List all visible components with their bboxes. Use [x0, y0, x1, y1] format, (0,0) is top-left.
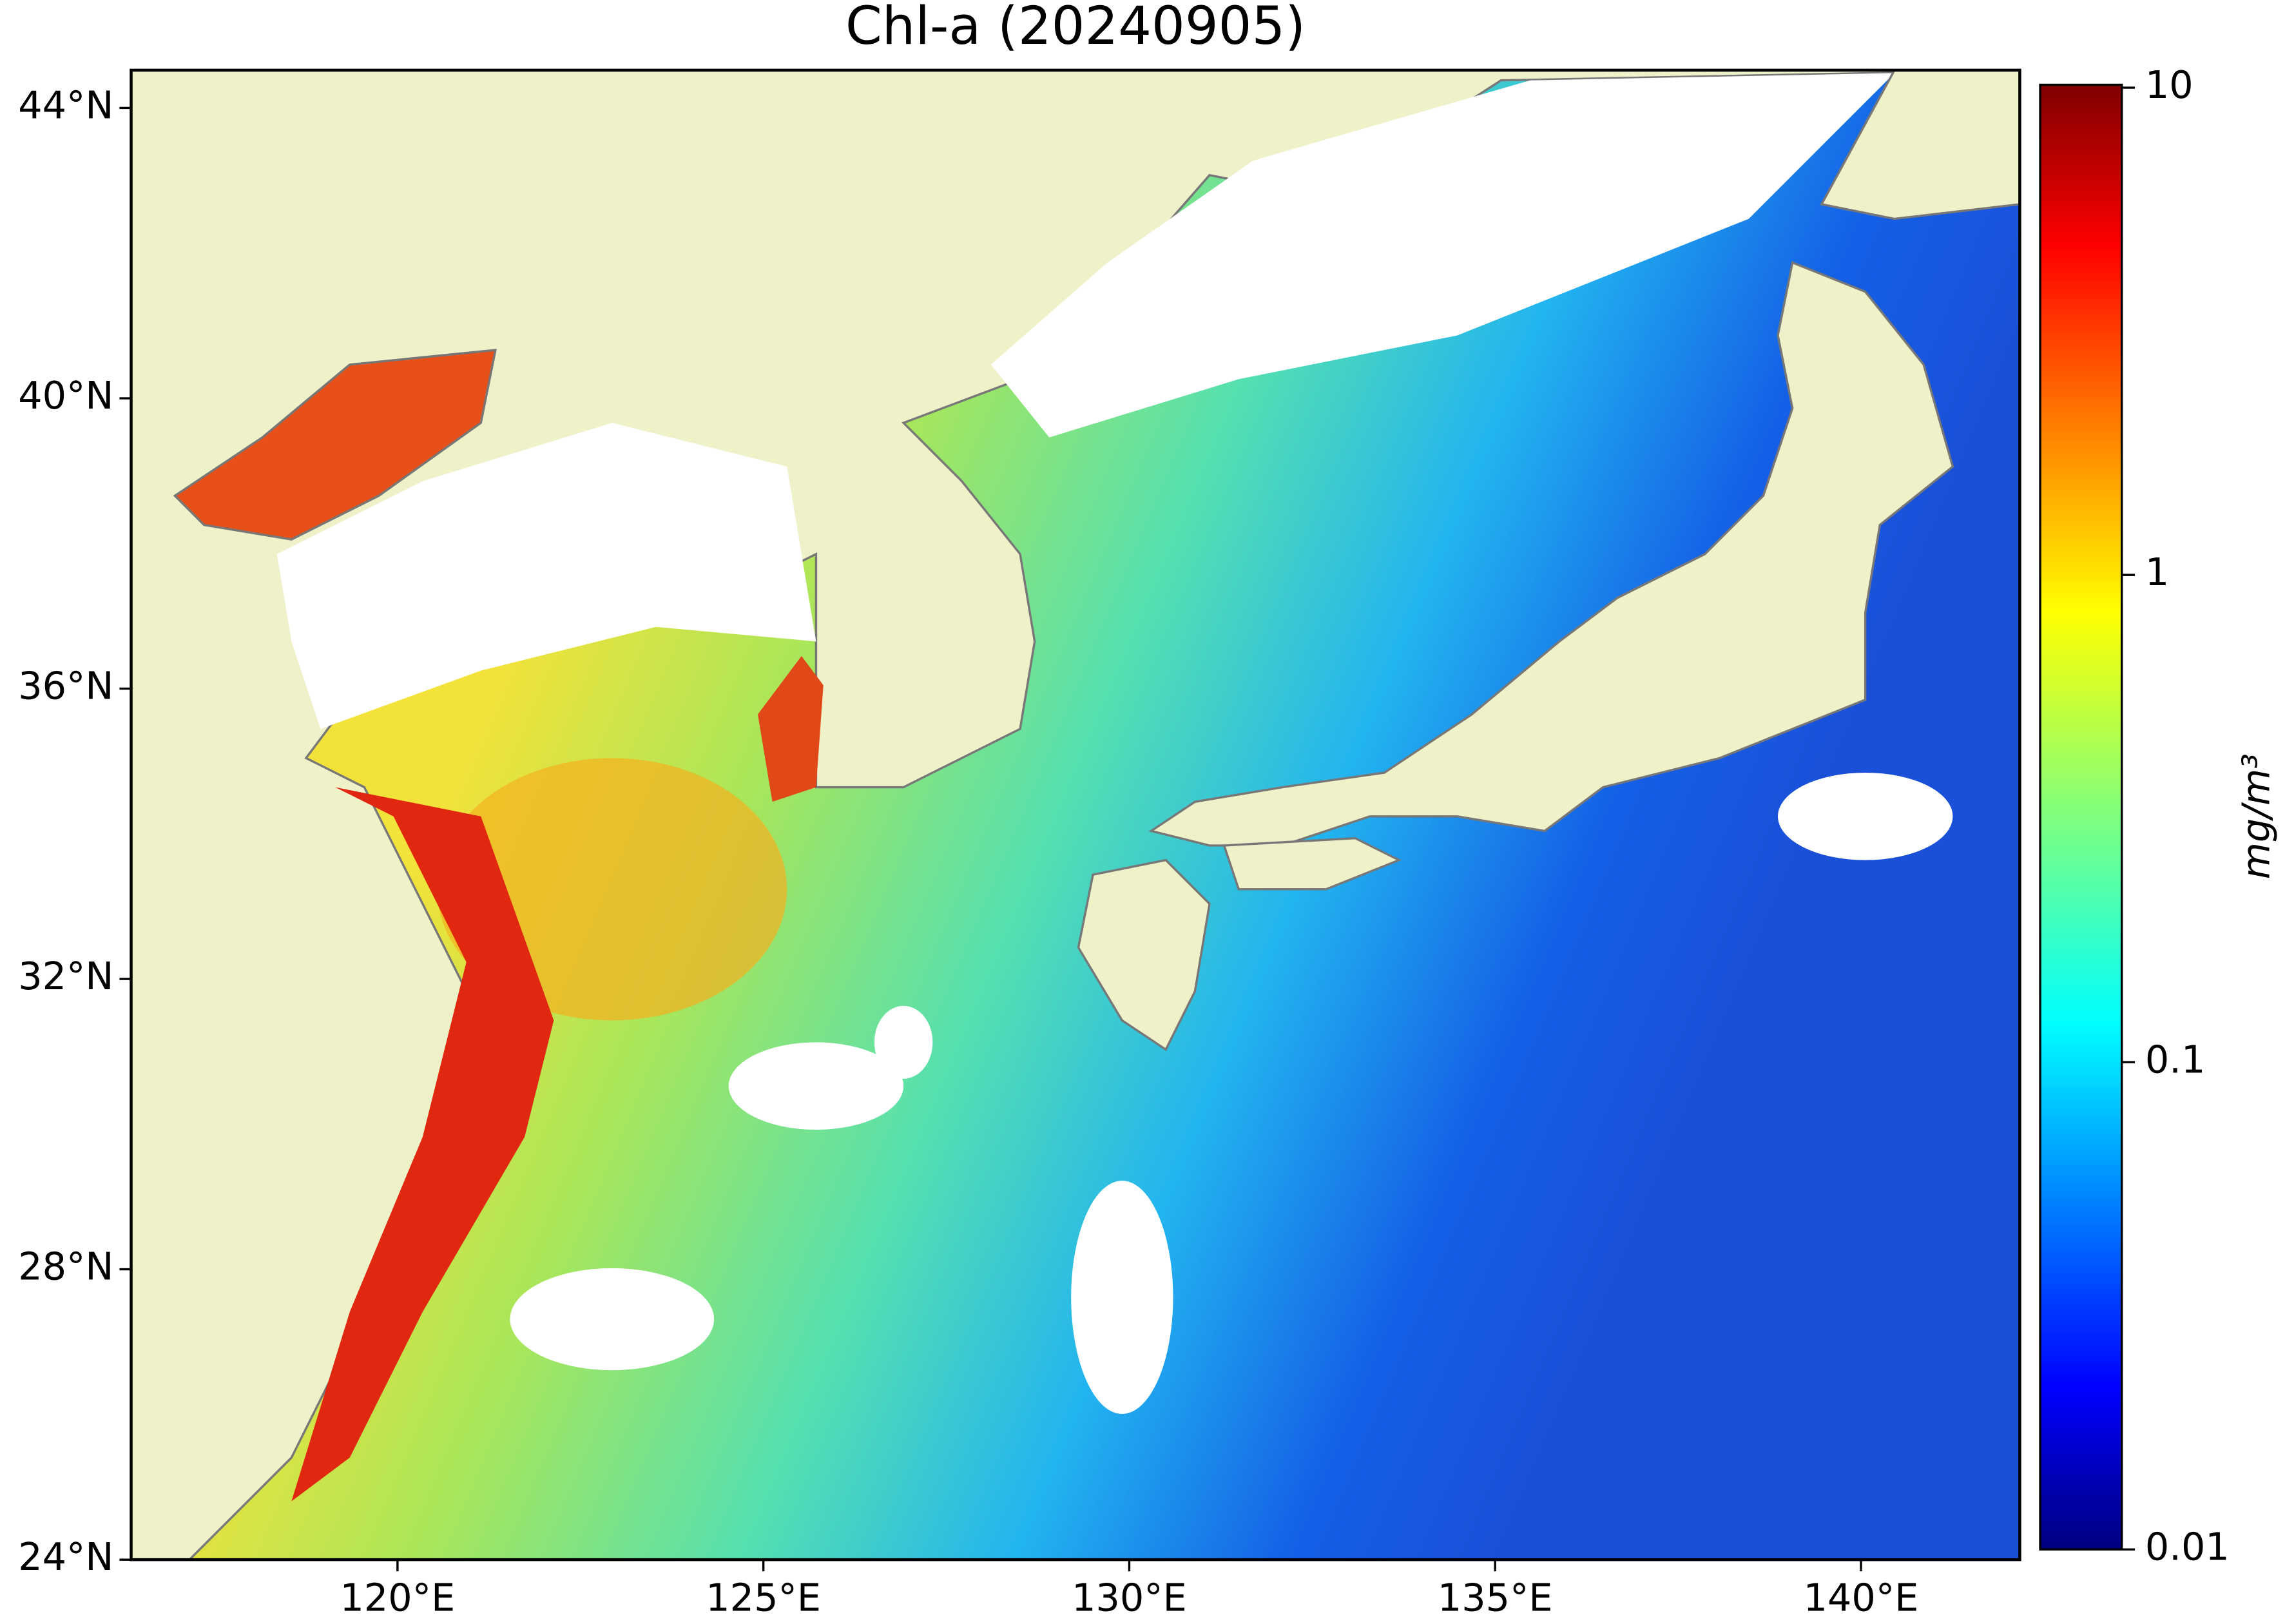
map-frame: [130, 68, 2021, 1561]
x-tick-label: 130°E: [1072, 1576, 1187, 1620]
cloud: [728, 1042, 904, 1130]
colorbar-tick-label: 0.01: [2145, 1524, 2230, 1569]
kyushu: [1077, 858, 1211, 1052]
map-imagery: [131, 70, 2020, 1560]
y-tick-label: 44°N: [18, 83, 113, 128]
y-tick-label: 36°N: [18, 664, 113, 708]
hokkaido: [1820, 70, 2020, 220]
colorbar-label: mg/m³: [2233, 753, 2278, 879]
y-tick-label: 24°N: [18, 1534, 113, 1579]
x-tick-label: 125°E: [706, 1576, 821, 1620]
cloud: [874, 1005, 933, 1079]
bohai-sea: [173, 349, 497, 541]
map-title: Chl-a (20240905): [845, 0, 1306, 57]
x-tick-label: 120°E: [340, 1576, 456, 1620]
colorbar-tick-label: 0.1: [2145, 1037, 2205, 1081]
x-tick-label: 140°E: [1804, 1576, 1919, 1620]
y-tick-label: 32°N: [18, 954, 113, 998]
x-tick-label: 135°E: [1438, 1576, 1553, 1620]
colorbar: [2039, 83, 2123, 1551]
bloom: [757, 656, 824, 802]
cloud: [1071, 1181, 1173, 1414]
colorbar-tick-label: 1: [2145, 550, 2169, 594]
bloom: [291, 787, 554, 1502]
cloud: [510, 1268, 715, 1371]
y-tick-label: 40°N: [18, 373, 113, 418]
cloud: [1778, 772, 1953, 860]
cloud: [990, 73, 1895, 438]
y-tick-label: 28°N: [18, 1244, 113, 1289]
colorbar-tick-label: 10: [2145, 63, 2193, 107]
shikoku: [1222, 836, 1402, 891]
cloud: [276, 423, 816, 730]
